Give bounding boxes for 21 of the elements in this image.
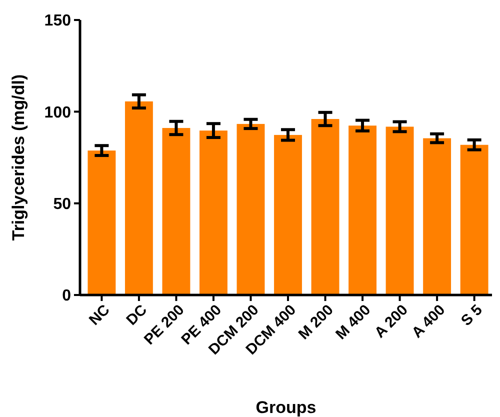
bar [311,119,340,295]
bar [386,126,414,295]
x-tick-label: NC [86,301,114,329]
y-tick-label: 100 [44,104,72,122]
bar [162,128,190,295]
bar [88,150,116,295]
bar [423,138,452,295]
y-tick-label: 50 [53,196,72,213]
bar [460,144,488,295]
bar [348,126,376,295]
y-tick-label: 150 [44,12,72,30]
x-tick-label: A 400 [408,302,449,342]
x-tick-label: DC [123,301,151,329]
y-axis-title: Triglycerides (mg/dl) [9,74,28,241]
x-tick-label: S 5 [458,302,486,330]
x-axis-title: Groups [256,398,316,417]
bar [200,130,228,295]
y-tick-label: 0 [62,288,72,305]
bar [274,134,302,295]
bar [124,101,153,295]
bar [236,124,265,295]
